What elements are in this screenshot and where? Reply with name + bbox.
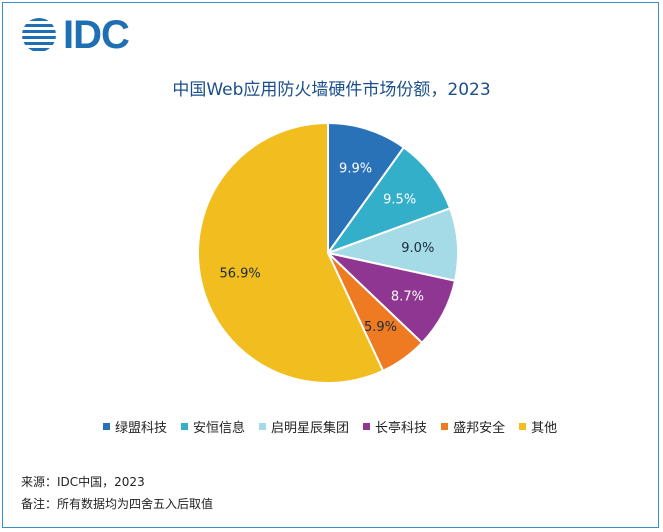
legend-item-0: 绿盟科技 — [103, 417, 167, 436]
legend-item-3: 长亭科技 — [363, 417, 427, 436]
legend-label: 绿盟科技 — [115, 421, 168, 436]
chart-frame: IDC 中国Web应用防火墙硬件市场份额，2023 9.9% 9.5% 9.0% 8.… — [2, 2, 659, 528]
pie-slice-5 — [197, 121, 385, 384]
rounding-note: 备注：所有数据均为四舍五入后取值 — [21, 497, 214, 511]
pie-data-label-0: 9.9% — [339, 161, 372, 176]
pie-slice-0 — [327, 121, 406, 257]
idc-logo: IDC — [21, 13, 130, 57]
legend-label: 盛邦安全 — [453, 421, 506, 436]
legend-swatch — [181, 423, 189, 430]
legend-label: 长亭科技 — [375, 421, 428, 436]
pie-data-label-3: 8.7% — [391, 289, 424, 304]
legend-swatch — [103, 423, 110, 430]
legend-swatch — [363, 423, 371, 430]
legend-item-2: 启明星辰集团 — [259, 417, 349, 436]
source-note: 来源：IDC中国，2023 — [21, 475, 145, 489]
pie-data-label-4: 5.9% — [364, 320, 397, 335]
logo-text: IDC — [63, 13, 130, 57]
legend-swatch — [441, 423, 449, 430]
chart-title: 中国Web应用防火墙硬件市场份额，2023 — [172, 80, 491, 100]
legend-label: 启明星辰集团 — [271, 421, 350, 436]
legend-swatch — [519, 423, 527, 430]
pie-data-label-5: 56.9% — [219, 267, 260, 282]
chart-legend: 绿盟科技 安恒信息 启明星辰集团 长亭科技 盛邦安全 其他 — [103, 417, 557, 436]
legend-item-1: 安恒信息 — [181, 417, 245, 436]
pie-data-label-1: 9.5% — [383, 193, 416, 208]
pie-slice-1 — [325, 146, 452, 256]
legend-item-4: 盛邦安全 — [441, 417, 505, 436]
idc-globe-icon — [22, 18, 56, 51]
legend-label: 安恒信息 — [193, 421, 246, 436]
legend-swatch — [259, 423, 267, 430]
pie-data-label-2: 9.0% — [401, 241, 434, 256]
legend-item-5: 其他 — [519, 417, 557, 436]
legend-label: 其他 — [531, 421, 558, 436]
pie-chart: 9.9% 9.5% 9.0% 8.7% 5.9% 56.9% — [197, 121, 459, 384]
